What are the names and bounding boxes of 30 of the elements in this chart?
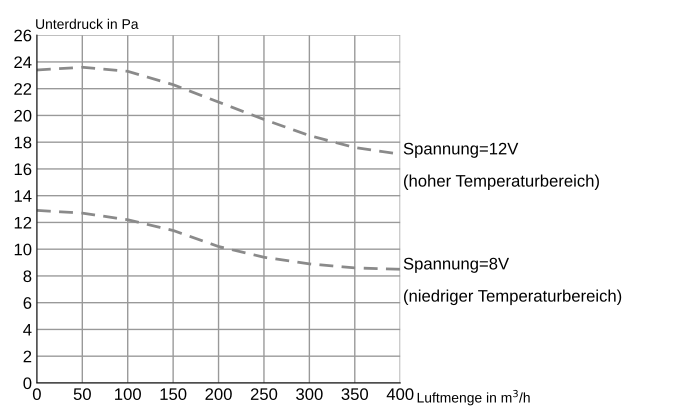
y-tick-label: 0 [23, 377, 32, 390]
y-axis-title: Unterdruck in Pa [36, 18, 139, 29]
y-tick-label: 26 [14, 30, 32, 42]
y-tick-label: 6 [24, 297, 32, 309]
y-tick-label: 4 [23, 324, 32, 336]
x-tick-label: 200 [205, 388, 232, 400]
x-axis-title: Luftmenge in m$^{3}$/h [418, 390, 530, 406]
x-tick-label: 50 [74, 388, 91, 400]
x-tick-label: 350 [342, 388, 368, 400]
y-tick-label: 12 [14, 216, 32, 228]
text: (niedriger Temperaturbereich) [404, 290, 622, 306]
text: (hoher Temperaturbereich) [404, 174, 599, 190]
x-tick-label: 250 [250, 388, 278, 400]
y-tick-label: 24 [14, 56, 32, 68]
y-tick-label: 22 [14, 83, 32, 95]
y-tick-label: 16 [14, 163, 32, 176]
y-tick-label: 8 [23, 270, 32, 282]
y-tick-label: 20 [14, 110, 32, 122]
x-tick-label: 300 [296, 388, 323, 400]
annotation: Spannung=8V [404, 258, 510, 273]
annotation: Spannung=12V [404, 142, 518, 158]
x-tick-label: 400 [386, 388, 414, 400]
line-series [36, 209, 400, 271]
x-tick-label: 0 [32, 388, 41, 400]
x-tick-label: 100 [115, 388, 141, 400]
x-tick-label: 150 [160, 388, 186, 400]
y-tick-label: 14 [14, 190, 32, 202]
y-tick-label: 18 [14, 136, 32, 148]
y-tick-label: 10 [14, 244, 32, 256]
y-tick-label: 2 [24, 350, 32, 362]
